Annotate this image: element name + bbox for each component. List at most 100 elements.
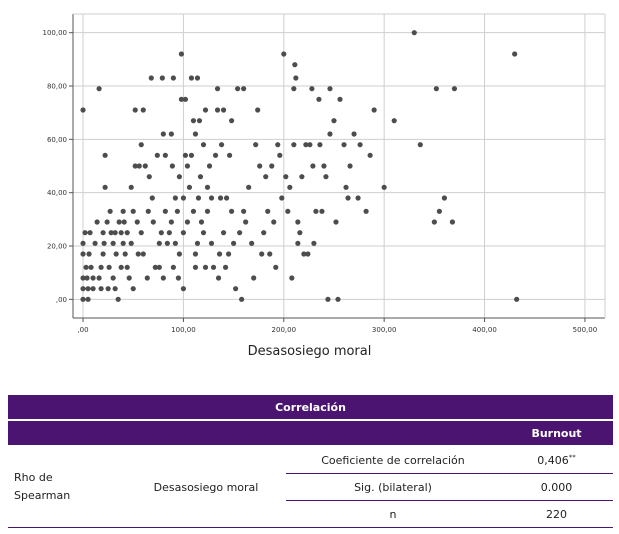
data-point [367,152,373,158]
data-point [436,208,442,214]
data-point [176,251,182,257]
row-label: Coeficiente de correlación [286,446,500,474]
table-title: Correlación [8,395,613,421]
data-point [223,195,230,201]
data-point [90,286,96,292]
data-point [347,163,353,169]
data-point [279,195,285,201]
data-point [128,184,134,190]
data-point [84,275,90,281]
data-point [113,251,119,257]
data-point [277,152,283,158]
data-point [172,195,178,201]
data-point [228,118,235,124]
data-point [316,96,322,102]
y-tick-label: 100,00 [43,29,68,37]
data-point [130,208,136,214]
data-point [319,208,325,214]
data-point [239,296,245,302]
data-point [98,286,104,292]
data-point [138,230,144,236]
data-point [170,264,176,270]
data-point [108,230,114,236]
data-point [281,51,287,57]
data-points [80,30,520,302]
row-label: n [286,500,500,528]
data-point [192,251,199,257]
data-point [417,142,423,148]
data-point [345,195,351,201]
data-point [135,251,141,257]
data-point [351,131,357,137]
data-point [80,286,86,292]
data-point [156,264,162,270]
data-point [120,240,126,246]
data-point [249,240,255,246]
data-point [184,219,191,225]
data-point [90,275,96,281]
data-point [293,75,299,81]
data-point [257,163,263,169]
data-point [263,174,269,180]
data-point [88,264,94,270]
data-point [87,230,93,236]
value-text: 0,406 [537,453,569,467]
x-tick-label: 500,00 [573,326,598,334]
data-point [82,230,88,236]
scatter-svg: ,00 100,00 200,00 300,00 400,00 500,00 ,00 20,0… [42,13,606,334]
data-point [287,184,293,190]
y-tick-label: ,00 [56,296,67,304]
data-point [212,152,219,158]
data-point [132,163,138,169]
data-point [180,230,187,236]
data-point [112,286,118,292]
data-point [146,174,152,180]
grid-lines [73,14,605,318]
data-point [168,219,174,225]
data-point [145,208,151,214]
data-point [449,219,456,225]
data-point [180,195,187,201]
row-label: Sig. (bilateral) [286,473,500,501]
data-point [160,275,166,281]
data-point [295,219,301,225]
data-point [132,107,138,113]
data-point [122,251,128,257]
row-value: 0.000 [500,473,613,501]
data-point [80,240,86,246]
data-point [192,264,199,270]
table-header-row: Burnout [8,420,613,447]
data-point [310,163,316,169]
data-point [152,264,158,270]
data-point [140,107,146,113]
data-point [80,296,86,302]
data-point [136,163,142,169]
data-point [96,86,102,92]
data-point [228,208,235,214]
data-point [301,251,307,257]
data-point [265,208,271,214]
data-point [142,163,148,169]
data-point [156,240,162,246]
data-point [85,296,91,302]
data-point [118,264,124,270]
data-point [241,86,247,92]
significance-mark: ** [568,452,576,461]
data-point [160,131,166,137]
data-point [80,251,86,257]
data-point [154,152,160,158]
data-point [321,163,327,169]
data-point [291,86,297,92]
data-point [317,142,323,148]
data-point [275,142,281,148]
data-point [259,251,265,257]
data-point [220,230,227,236]
data-point [220,107,227,113]
data-point [233,286,239,292]
row-value: 220 [500,500,613,528]
data-point [188,75,195,81]
data-point [202,264,209,270]
data-point [355,195,361,201]
data-point [214,86,221,92]
data-point [241,208,247,214]
